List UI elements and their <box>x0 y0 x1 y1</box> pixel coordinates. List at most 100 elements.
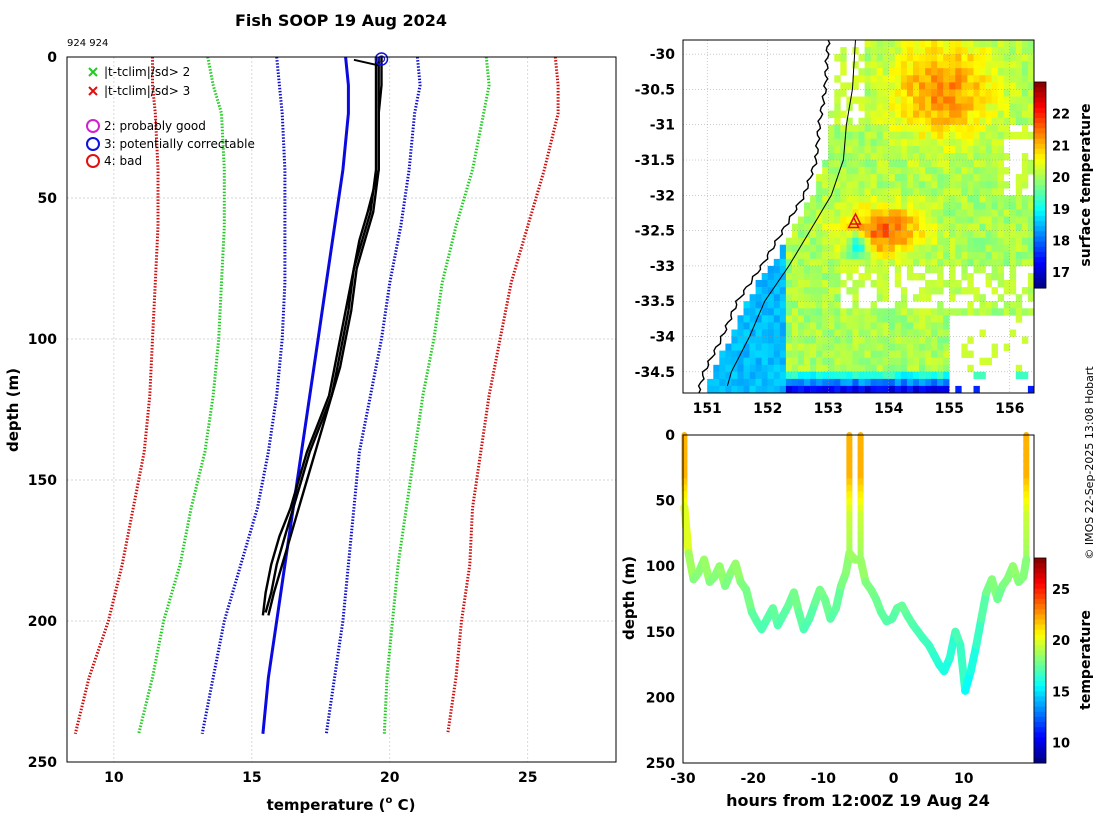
sst-cell <box>822 195 829 203</box>
sst-cell <box>913 82 920 90</box>
sst-cell <box>906 357 914 366</box>
sst-cell <box>937 273 944 281</box>
sst-cell <box>925 167 932 175</box>
sst-cell <box>973 174 980 182</box>
sst-cell <box>804 237 811 246</box>
sst-cell <box>900 223 908 231</box>
sst-cell <box>822 244 829 253</box>
sst-cell <box>973 265 980 274</box>
sst-cell <box>804 378 811 387</box>
sst-cell <box>961 153 968 161</box>
climatology-sd-line <box>446 56 560 735</box>
sst-cell <box>888 167 896 175</box>
sst-cell <box>1003 167 1011 175</box>
flag-marker-inner <box>377 55 386 63</box>
sst-cell <box>937 322 944 330</box>
colorbar-swatch <box>1034 634 1046 641</box>
sst-cell <box>870 209 877 217</box>
sst-cell <box>931 103 938 111</box>
colorbar-swatch <box>1034 154 1046 160</box>
sst-cell <box>991 209 998 217</box>
sst-cell <box>816 378 823 387</box>
sst-cell <box>937 40 944 48</box>
sst-cell <box>937 364 944 373</box>
sst-cell <box>906 244 914 253</box>
legend-label: 2: probably good <box>104 119 206 133</box>
sst-cell <box>804 294 811 302</box>
sst-cell <box>919 54 926 62</box>
sst-cell <box>798 371 805 380</box>
sst-cell <box>973 54 980 62</box>
sst-cell <box>949 308 956 316</box>
sst-cell <box>900 145 908 154</box>
sst-cell <box>937 315 944 323</box>
sst-cell <box>870 350 877 358</box>
sst-cell <box>876 315 884 323</box>
sst-cell <box>791 237 799 246</box>
sst-cell <box>991 124 998 133</box>
sst-cell <box>791 378 799 387</box>
sst-cell <box>900 343 908 351</box>
sst-cell <box>876 153 884 161</box>
sst-cell <box>804 364 811 373</box>
sst-cell <box>810 195 817 203</box>
sst-cell <box>906 131 914 140</box>
sst-cell <box>979 82 986 90</box>
sst-cell <box>906 202 914 210</box>
sst-cell <box>931 110 938 118</box>
sst-cell <box>961 350 968 358</box>
sst-cell <box>973 153 980 161</box>
sst-cell <box>864 195 871 203</box>
sst-cell <box>882 89 890 97</box>
map-y-tick-label: -33 <box>650 259 675 275</box>
sst-cell <box>888 47 896 55</box>
sst-cell <box>1009 223 1017 231</box>
sst-cell <box>858 350 865 358</box>
sst-cell <box>925 350 932 358</box>
sst-cell <box>973 167 980 175</box>
sst-cell <box>840 371 847 380</box>
sst-cell <box>961 265 968 274</box>
sst-cell <box>1021 237 1029 246</box>
colorbar-tick-label: 20 <box>1052 634 1070 649</box>
sst-cell <box>949 68 956 76</box>
sst-cell <box>1009 96 1017 104</box>
sst-cell <box>919 209 926 217</box>
sst-cell <box>997 138 1005 147</box>
sst-cell <box>864 357 871 366</box>
sst-cell <box>894 237 902 246</box>
sst-cell <box>991 75 998 83</box>
sst-cell <box>949 294 956 302</box>
sst-cell <box>798 273 805 281</box>
sst-cell <box>846 308 853 316</box>
sst-cell <box>919 223 926 231</box>
sst-cell <box>894 258 902 267</box>
sst-cell <box>822 273 829 281</box>
sst-cell <box>1021 82 1029 90</box>
sst-cell <box>864 54 871 62</box>
sst-cell <box>919 273 926 281</box>
sst-cell <box>840 138 847 147</box>
sst-cell <box>943 167 950 175</box>
sst-cell <box>840 131 847 140</box>
sst-cell <box>810 237 817 246</box>
sst-cell <box>955 167 962 175</box>
sst-cell <box>846 322 853 330</box>
sst-cell <box>858 385 865 394</box>
sst-cell <box>894 230 902 238</box>
sst-cell <box>979 258 986 267</box>
sst-cell <box>798 265 805 274</box>
sst-cell <box>846 124 853 133</box>
sst-cell <box>779 287 787 295</box>
sst-cell <box>840 216 847 224</box>
sst-cell <box>1015 202 1023 210</box>
sst-cell <box>882 167 890 175</box>
sst-cell <box>997 265 1005 274</box>
sst-cell <box>997 124 1005 133</box>
sst-cell <box>804 230 811 238</box>
sst-cell <box>719 357 726 366</box>
sst-cell <box>937 110 944 118</box>
sst-cell <box>828 308 835 316</box>
